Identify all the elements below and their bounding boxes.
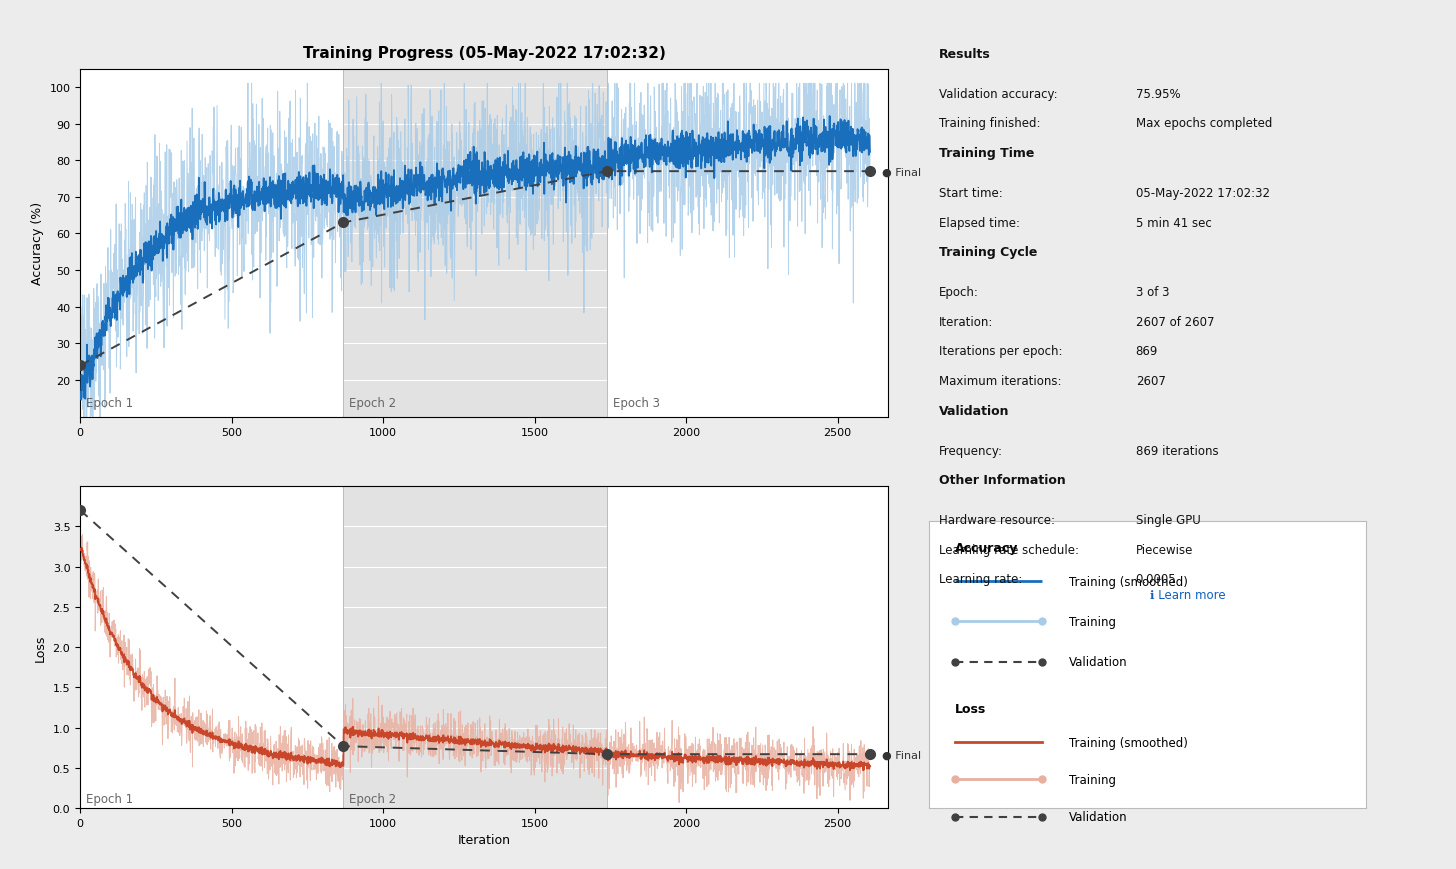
Text: Results: Results (939, 48, 992, 61)
Bar (607, 70, 871, 417)
Text: Learning rate:: Learning rate: (939, 573, 1022, 586)
Title: Training Progress (05-May-2022 17:02:32): Training Progress (05-May-2022 17:02:32) (303, 46, 665, 62)
Bar (607, 487, 871, 808)
Bar (344, 70, 607, 417)
Text: Accuracy: Accuracy (955, 541, 1019, 554)
Text: 📊 Export Training Plot: 📊 Export Training Plot (978, 589, 1089, 600)
Text: Other Information: Other Information (939, 474, 1066, 487)
Bar (80, 487, 344, 808)
Text: Max epochs completed: Max epochs completed (1136, 117, 1273, 130)
Text: Validation accuracy:: Validation accuracy: (939, 88, 1057, 101)
Text: Epoch:: Epoch: (939, 286, 978, 299)
Bar (80, 70, 344, 417)
Bar (344, 487, 607, 808)
Text: Frequency:: Frequency: (939, 444, 1003, 457)
Text: Epoch 2: Epoch 2 (349, 397, 396, 410)
Text: Training (smoothed): Training (smoothed) (1069, 736, 1188, 749)
Text: 3 of 3: 3 of 3 (1136, 286, 1169, 299)
X-axis label: Iteration: Iteration (457, 833, 511, 846)
Text: Hardware resource:: Hardware resource: (939, 514, 1056, 527)
Text: Training finished:: Training finished: (939, 117, 1041, 130)
Text: 2607 of 2607: 2607 of 2607 (1136, 315, 1214, 328)
Text: Epoch 1: Epoch 1 (86, 792, 134, 805)
Text: 2607: 2607 (1136, 375, 1166, 388)
Text: ● Final: ● Final (882, 749, 922, 760)
Text: Training Cycle: Training Cycle (939, 246, 1038, 259)
Text: 5 min 41 sec: 5 min 41 sec (1136, 216, 1211, 229)
Text: Training: Training (1069, 773, 1115, 786)
Text: Epoch 3: Epoch 3 (613, 397, 660, 410)
Text: Validation: Validation (1069, 655, 1127, 668)
Text: Maximum iterations:: Maximum iterations: (939, 375, 1061, 388)
Text: Training (smoothed): Training (smoothed) (1069, 575, 1188, 588)
Text: Learning rate schedule:: Learning rate schedule: (939, 543, 1079, 556)
Text: 75.95%: 75.95% (1136, 88, 1181, 101)
Text: Iterations per epoch:: Iterations per epoch: (939, 345, 1063, 358)
Y-axis label: Accuracy (%): Accuracy (%) (31, 202, 44, 285)
Text: 869: 869 (1136, 345, 1158, 358)
Text: Epoch 2: Epoch 2 (349, 792, 396, 805)
Text: Start time:: Start time: (939, 187, 1003, 200)
Text: 0.0005: 0.0005 (1136, 573, 1176, 586)
Text: 05-May-2022 17:02:32: 05-May-2022 17:02:32 (1136, 187, 1270, 200)
Text: ● Final: ● Final (882, 167, 922, 177)
Text: Training: Training (1069, 615, 1115, 628)
Text: Iteration:: Iteration: (939, 315, 993, 328)
Text: Training Time: Training Time (939, 147, 1035, 160)
Text: Single GPU: Single GPU (1136, 514, 1200, 527)
Text: 869 iterations: 869 iterations (1136, 444, 1219, 457)
Text: ℹ Learn more: ℹ Learn more (1150, 588, 1226, 600)
Text: Validation: Validation (1069, 810, 1127, 823)
Text: Loss: Loss (955, 702, 986, 715)
Text: Piecewise: Piecewise (1136, 543, 1192, 556)
Text: Elapsed time:: Elapsed time: (939, 216, 1021, 229)
Y-axis label: Loss: Loss (33, 634, 47, 661)
Text: Epoch 1: Epoch 1 (86, 397, 134, 410)
Text: Validation: Validation (939, 404, 1009, 417)
